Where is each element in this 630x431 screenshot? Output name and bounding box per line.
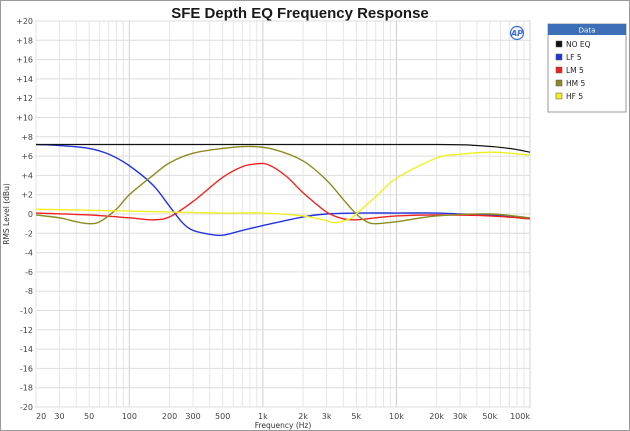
- y-tick-label: -10: [20, 307, 33, 316]
- legend-swatch-hf-5: [555, 92, 563, 100]
- series-line-no-eq: [35, 143, 531, 153]
- legend-label-lf-5: LF 5: [566, 53, 582, 62]
- x-tick-label: 500: [215, 412, 230, 421]
- y-tick-label: +6: [21, 152, 33, 161]
- y-tick-label: +20: [16, 17, 33, 26]
- x-tick-label: 300: [185, 412, 200, 421]
- legend-swatch-no-eq: [555, 40, 563, 48]
- y-tick-label: +18: [16, 36, 33, 45]
- legend-title: Data: [579, 27, 596, 35]
- y-axis: -20-18-16-14-12-10-8-6-4-20+2+4+6+8+10+1…: [16, 17, 33, 412]
- y-tick-label: -8: [25, 287, 33, 296]
- y-axis-label: RMS Level (dBu): [2, 183, 11, 245]
- y-tick-label: -18: [20, 384, 33, 393]
- series-line-hf-5: [35, 151, 531, 224]
- y-tick-label: -12: [20, 326, 33, 335]
- x-tick-label: 50k: [482, 412, 497, 421]
- x-axis-label: Frequency (Hz): [255, 421, 312, 430]
- ap-logo: AP: [509, 25, 525, 41]
- x-axis: 20 30 50 100 200 300 500 1k 2k 3k 5k 10k 20k 30k 50k 10…: [36, 412, 530, 421]
- series-line-lm-5: [35, 162, 531, 221]
- y-tick-label: +10: [16, 114, 33, 123]
- y-tick-label: +12: [16, 94, 33, 103]
- y-tick-label: -20: [20, 403, 33, 412]
- x-tick-label: 5k: [351, 412, 361, 421]
- x-tick-label: 50: [84, 412, 94, 421]
- x-tick-label: 1k: [258, 412, 268, 421]
- ap-logo-text: AP: [510, 29, 523, 38]
- y-tick-label: -16: [20, 364, 33, 373]
- x-tick-label: 2k: [298, 412, 308, 421]
- legend-swatch-lf-5: [555, 53, 563, 61]
- y-tick-label: -6: [25, 268, 33, 277]
- y-tick-label: -4: [25, 249, 33, 258]
- y-tick-label: -2: [25, 229, 33, 238]
- y-tick-label: -14: [20, 345, 33, 354]
- chart-title: SFE Depth EQ Frequency Response: [171, 5, 429, 22]
- y-tick-label: 0: [28, 210, 33, 219]
- y-tick-label: +16: [16, 56, 33, 65]
- legend-label-lm-5: LM 5: [566, 66, 584, 75]
- x-tick-label: 30: [54, 412, 64, 421]
- y-tick-label: +4: [21, 171, 33, 180]
- x-tick-label: 3k: [322, 412, 332, 421]
- legend-label-no-eq: NO EQ: [566, 40, 591, 49]
- x-tick-label: 20: [36, 412, 46, 421]
- x-tick-label: 10k: [389, 412, 404, 421]
- legend-swatch-hm-5: [555, 79, 563, 87]
- legend: Data NO EQ LF 5 LM 5 HM 5 HF 5: [547, 23, 627, 113]
- y-tick-label: +8: [21, 133, 33, 142]
- x-tick-label: 100: [122, 412, 137, 421]
- x-tick-label: 30k: [453, 412, 468, 421]
- x-tick-label: 200: [162, 412, 177, 421]
- series-line-lf-5: [35, 143, 531, 237]
- legend-swatch-lm-5: [555, 66, 563, 74]
- series-line-hm-5: [35, 145, 531, 225]
- y-tick-label: +14: [16, 75, 33, 84]
- legend-label-hf-5: HF 5: [566, 92, 583, 101]
- y-tick-label: +2: [21, 191, 33, 200]
- x-tick-label: 20k: [429, 412, 444, 421]
- legend-label-hm-5: HM 5: [566, 79, 585, 88]
- series-group: [35, 143, 531, 237]
- x-tick-label: 100k: [510, 412, 530, 421]
